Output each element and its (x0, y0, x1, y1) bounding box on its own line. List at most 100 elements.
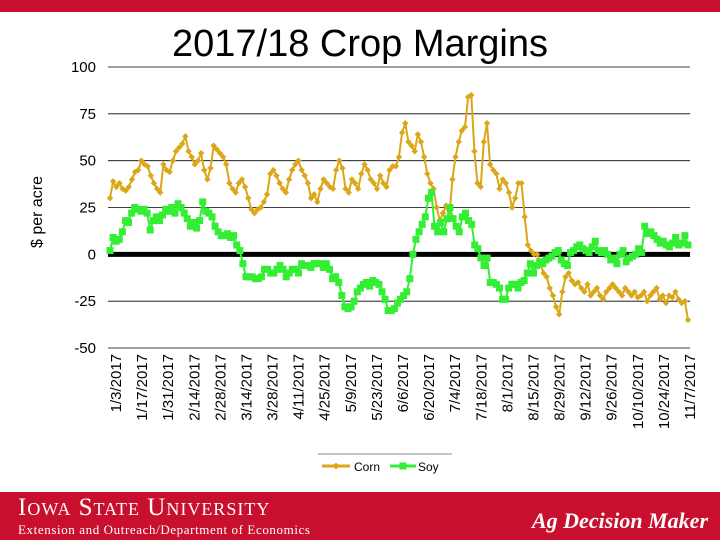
soy-point (452, 222, 460, 230)
corn-point (273, 172, 280, 179)
corn-point (166, 168, 173, 176)
y-tick-label: 100 (71, 59, 96, 76)
soy-point (165, 207, 173, 215)
corn-point (427, 179, 434, 187)
soy-point (471, 241, 479, 249)
soy-point (616, 250, 624, 258)
y-tick-label: 75 (79, 106, 96, 123)
soy-point (474, 245, 482, 253)
y-tick-label: 0 (88, 246, 96, 263)
corn-point (373, 185, 381, 192)
corn-point (150, 179, 158, 187)
corn-point (552, 303, 560, 310)
soy-point (208, 213, 216, 221)
soy-point (128, 209, 136, 217)
soy-point (338, 292, 346, 300)
legend-soy-marker (399, 462, 407, 470)
soy-point (548, 252, 556, 260)
soy-point (199, 198, 207, 206)
soy-point (415, 228, 423, 236)
soy-point (622, 258, 630, 266)
corn-point (618, 292, 626, 299)
soy-point (291, 265, 299, 273)
soy-point (149, 217, 157, 225)
corn-point (207, 164, 214, 172)
corn-point (197, 149, 205, 157)
soy-point (276, 262, 284, 270)
x-tick-label: 2/14/2017 (186, 354, 203, 421)
x-tick-label: 4/25/2017 (317, 354, 334, 421)
corn-point (449, 176, 456, 183)
corn-point (245, 194, 252, 202)
soy-point (440, 228, 448, 236)
corn-point (282, 189, 290, 196)
corn-point (593, 284, 601, 292)
y-axis-label: $ per acre (29, 176, 46, 248)
corn-point (260, 198, 268, 206)
soy-point (505, 284, 513, 292)
soy-point (325, 265, 333, 273)
corn-point (471, 148, 478, 155)
soy-point (610, 254, 618, 262)
corn-point (153, 185, 161, 192)
soy-point (319, 263, 327, 271)
soy-point (143, 209, 151, 217)
corn-point (640, 288, 648, 295)
corn-point (339, 164, 346, 172)
corn-point (559, 288, 566, 295)
corn-point (317, 185, 324, 192)
soy-point (492, 280, 500, 288)
soy-point (177, 204, 185, 211)
soy-point (576, 241, 584, 249)
soy-point (115, 235, 123, 243)
program-name: Ag Decision Maker (532, 508, 708, 533)
corn-point (182, 133, 189, 140)
corn-point (527, 247, 535, 254)
corn-point (310, 191, 318, 198)
legend: Corn Soy (318, 453, 452, 474)
x-tick-label: 5/9/2017 (343, 354, 360, 412)
corn-point (508, 204, 516, 211)
soy-point (350, 297, 358, 305)
corn-point (625, 288, 632, 295)
soy-point (613, 260, 621, 268)
soy-point (347, 303, 355, 311)
corn-point (424, 170, 431, 177)
soy-point (332, 273, 340, 281)
corn-point (521, 213, 528, 221)
corn-point (119, 185, 126, 192)
corn-point (332, 166, 340, 174)
soy-point (282, 273, 290, 281)
corn-point (650, 288, 657, 295)
x-tick-label: 3/14/2017 (238, 354, 255, 421)
corn-point (543, 273, 550, 281)
chart-title: 2017/18 Crop Margins (172, 23, 548, 65)
corn-point (144, 163, 151, 170)
soy-point (483, 254, 491, 262)
series-lines (106, 91, 692, 324)
corn-point (329, 185, 337, 192)
corn-point (191, 161, 199, 168)
y-axis-ticks: 100 75 50 25 0 -25 -50 (71, 59, 96, 357)
soy-point (502, 295, 510, 303)
corn-point (417, 138, 425, 146)
soy-point (520, 277, 528, 285)
corn-point (584, 281, 591, 288)
corn-point (518, 179, 525, 187)
corn-point (307, 194, 315, 202)
corn-point (229, 185, 236, 192)
soy-point (641, 222, 649, 230)
soy-point (393, 299, 401, 307)
corn-point (477, 183, 484, 191)
soy-point (322, 260, 330, 268)
corn-point (483, 120, 491, 127)
corn-point (276, 179, 283, 187)
soy-point (650, 232, 658, 240)
soy-point (270, 269, 278, 277)
corn-point (672, 288, 679, 295)
corn-point (304, 179, 312, 187)
soy-point (146, 226, 154, 234)
soy-point (511, 280, 519, 288)
corn-point (402, 120, 409, 127)
y-tick-label: -25 (74, 293, 96, 310)
